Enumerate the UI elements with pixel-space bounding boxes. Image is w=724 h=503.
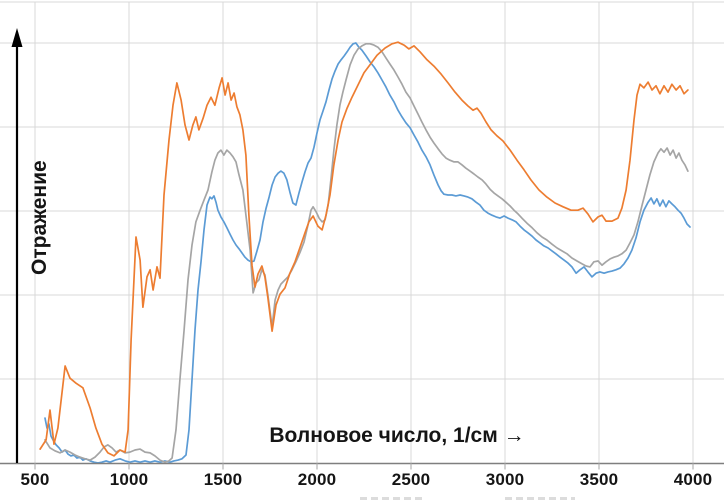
- x-tick-label-4000: 4000: [673, 470, 713, 489]
- x-tick-label-3000: 3000: [485, 470, 525, 489]
- x-tick-label-2500: 2500: [391, 470, 431, 489]
- y-axis-title: Отражение: [28, 160, 51, 276]
- cropped-text-fragment: [360, 497, 422, 500]
- spectrum-orange-line: [39, 41, 689, 457]
- spectrum-gray-line: [44, 42, 689, 464]
- x-axis-title: Волновое число, 1/см →: [269, 424, 525, 447]
- x-tick-label-500: 500: [20, 470, 50, 489]
- y-axis-arrow-head: [11, 28, 23, 47]
- cropped-text-fragment: [505, 497, 575, 500]
- x-tick-label-3500: 3500: [579, 470, 619, 489]
- x-tick-label-1500: 1500: [203, 470, 243, 489]
- x-tick-label-2000: 2000: [297, 470, 337, 489]
- spectrum-blue-line: [44, 42, 691, 464]
- x-tick-label-1000: 1000: [109, 470, 149, 489]
